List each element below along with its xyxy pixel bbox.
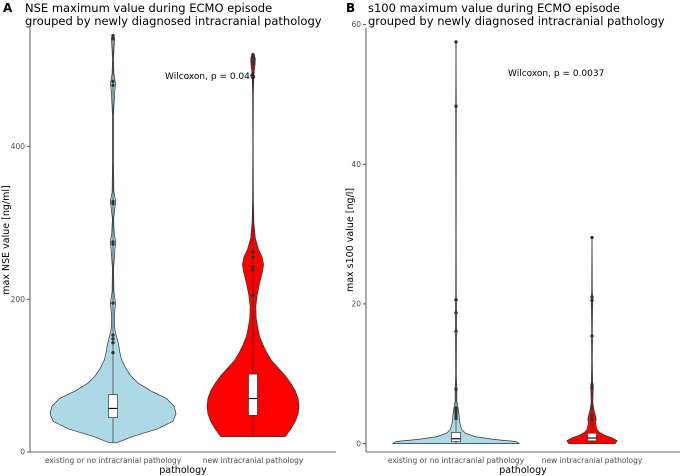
panel-b-y-tick-label: 40 xyxy=(351,160,361,169)
panel-b-y-tick: 60 xyxy=(351,20,366,29)
panel-a-letter: A xyxy=(3,1,13,15)
panel-a-outlier-point xyxy=(251,265,255,269)
panel-a-y-tick: 0 xyxy=(20,448,30,457)
panel-b-outlier-point xyxy=(590,406,594,411)
panel-a-outlier-point xyxy=(111,36,115,41)
panel-b-y-tick: 40 xyxy=(351,160,366,169)
panel-a-outlier-point xyxy=(111,33,115,38)
panel-b-outlier-point xyxy=(590,383,594,387)
panel-a-violin-group-1 xyxy=(49,33,177,444)
panel-b-y-tick-label: 60 xyxy=(351,20,361,29)
panel-a-y-axis-label: max NSE value [ng/ml] xyxy=(1,185,12,294)
panel-a-outlier-point xyxy=(111,333,115,337)
panel-b-outlier-point xyxy=(590,334,594,338)
panel-b-title-line1: s100 maximum value during ECMO episode xyxy=(368,1,620,15)
panel-a-outlier-point xyxy=(111,337,115,341)
panel-a-outlier-point xyxy=(111,341,115,345)
panel-b-y-tick: 20 xyxy=(351,300,366,309)
panel-b-outlier-point xyxy=(590,298,594,303)
panel-a-y-tick-label: 200 xyxy=(11,295,26,304)
panel-a-outlier-point xyxy=(111,301,115,305)
panel-b-outlier-point xyxy=(454,416,458,421)
panel-a-outlier-point xyxy=(111,83,115,87)
panel-b-y-tick-label: 0 xyxy=(356,439,361,448)
panel-a-outlier-point xyxy=(251,293,255,298)
panel-a-violins xyxy=(49,33,300,444)
panel-a-outlier-point xyxy=(111,79,115,84)
panel-a-outlier-point xyxy=(251,268,255,272)
panel-a-outlier-point xyxy=(111,350,115,355)
panel-b-y-tick: 0 xyxy=(356,439,366,448)
panel-b-outlier-point xyxy=(454,298,458,302)
panel-a-title-line2: grouped by newly diagnosed intracranial … xyxy=(25,14,322,28)
panel-a-wilcoxon-annotation: Wilcoxon, p = 0.046 xyxy=(165,72,256,82)
panel-a-box-1 xyxy=(108,394,118,418)
panel-a-violin-group-2 xyxy=(206,52,300,438)
panel-b-outlier-point xyxy=(590,386,594,390)
panel-a-outlier-point xyxy=(111,242,115,246)
panel-b-title-line2: grouped by newly diagnosed intracranial … xyxy=(368,14,665,28)
panel-b-x-axis-label: pathology xyxy=(499,465,547,476)
panel-b-outlier-point xyxy=(590,235,594,240)
panel-b-y-tick-label: 20 xyxy=(351,300,361,309)
panel-b-outlier-point xyxy=(454,387,458,391)
panel-a-y-tick: 200 xyxy=(11,295,30,304)
panel-a-title-line1: NSE maximum value during ECMO episode xyxy=(25,1,272,15)
panel-a-outlier-point xyxy=(251,53,255,57)
panel-b-outlier-point xyxy=(454,329,458,333)
panel-a-box-2 xyxy=(248,373,258,416)
panel-b-x-tick-label-2: new intracranial pathology xyxy=(542,456,643,465)
panel-b-outlier-point xyxy=(454,311,458,315)
panel-a-outlier-point xyxy=(111,202,115,206)
panel-a: A NSE maximum value during ECMO episode … xyxy=(1,1,336,476)
panel-b-letter: B xyxy=(346,1,355,15)
panel-a-y-tick: 400 xyxy=(11,142,30,151)
panel-a-outlier-point xyxy=(251,56,255,60)
panel-a-outlier-point xyxy=(251,255,255,259)
panel-b-y-axis-label: max s100 value [ng/l] xyxy=(345,188,356,292)
panel-a-outlier-point xyxy=(251,62,255,66)
panel-a-y-tick-label: 400 xyxy=(11,142,26,151)
panel-a-x-tick-label-2: new intracranial pathology xyxy=(203,456,304,465)
panel-b-outlier-point xyxy=(454,40,458,44)
panel-b-violins xyxy=(391,40,618,444)
panel-b-outlier-point xyxy=(590,295,594,299)
panel-b-box-2 xyxy=(587,432,597,442)
panel-a-y-ticks: 0 200 400 xyxy=(11,142,30,457)
panel-a-x-axis-label: pathology xyxy=(159,465,207,476)
panel-b-outlier-point xyxy=(590,417,594,421)
panel-b-violin-group-1 xyxy=(391,40,521,444)
panel-b-wilcoxon-annotation: Wilcoxon, p = 0.0037 xyxy=(508,69,604,79)
panel-b: B s100 maximum value during ECMO episode… xyxy=(345,1,680,476)
panel-a-outlier-point xyxy=(251,250,255,254)
panel-b-outlier-point xyxy=(590,413,594,418)
panel-b-violin-group-2 xyxy=(566,235,618,444)
panel-b-y-ticks: 0 20 40 60 xyxy=(351,20,366,448)
panel-a-x-tick-label-1: existing or no intracranial pathology xyxy=(45,456,182,465)
panel-b-box-1 xyxy=(451,432,461,442)
panel-b-outlier-point xyxy=(454,104,458,108)
panel-a-y-tick-label: 0 xyxy=(20,448,25,457)
panel-a-outlier-point xyxy=(251,59,255,63)
panel-b-x-tick-label-1: existing or no intracranial pathology xyxy=(388,456,525,465)
